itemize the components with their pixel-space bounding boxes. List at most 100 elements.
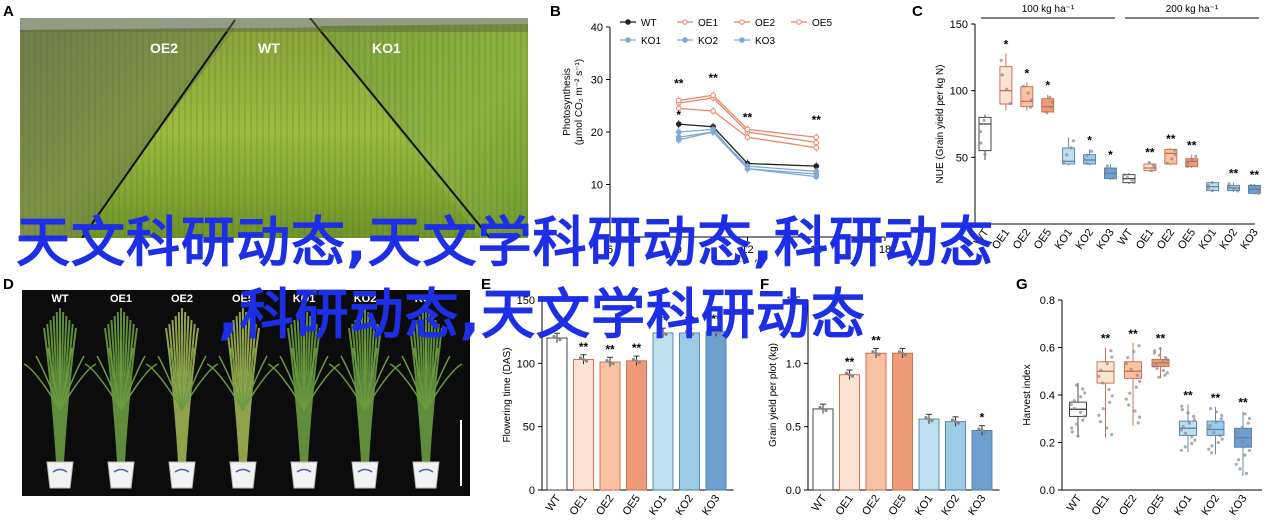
data-point: [1048, 95, 1052, 99]
x-tick-label: 15: [810, 244, 822, 256]
data-point: [1249, 183, 1253, 187]
x-tick-label-oe1: OE1: [568, 493, 590, 518]
point-oe5: [675, 105, 682, 112]
sig-mark: **: [1187, 139, 1197, 153]
data-point: [1136, 421, 1140, 425]
data-point: [1098, 420, 1103, 424]
data-point: [684, 329, 689, 334]
plot-label-ko1: KO1: [372, 40, 401, 56]
data-point: [1137, 415, 1142, 419]
box-wt: [978, 116, 992, 152]
legend-marker: [739, 19, 745, 25]
data-point: [1083, 414, 1087, 418]
y-tick-label: 0.0: [1040, 485, 1055, 497]
plant-ko2: [328, 308, 402, 463]
pot-pattern: [235, 468, 251, 473]
panel-label-f: F: [760, 276, 770, 293]
data-point: [637, 360, 642, 364]
data-point: [1194, 154, 1198, 158]
data-point: [1183, 431, 1188, 435]
data-point: [1129, 367, 1133, 372]
data-point: [1101, 407, 1105, 411]
data-point: [1170, 157, 1174, 161]
y-tick-label: 1.5: [786, 295, 801, 307]
x-tick-label-oe2: OE2: [1011, 227, 1033, 252]
plant-oe2: [145, 308, 219, 463]
data-point: [1135, 373, 1139, 378]
sig-mark: **: [708, 71, 718, 85]
data-point: [1212, 430, 1216, 434]
data-point: [1097, 413, 1101, 417]
series-line-ko1: [678, 131, 817, 175]
point-oe2: [710, 92, 716, 99]
pot-wt: [46, 461, 74, 489]
box-ko1: [1062, 147, 1076, 165]
box-oe1: [999, 66, 1013, 105]
data-point: [1179, 428, 1183, 432]
data-point: [1208, 406, 1213, 411]
x-tick-label-ko3: KO3: [1238, 227, 1260, 252]
x-tick-label-oe1: OE1: [1134, 227, 1156, 252]
point-oe5: [744, 134, 751, 141]
data-point: [661, 331, 665, 335]
data-point: [687, 331, 692, 335]
data-point: [1089, 149, 1094, 153]
x-tick-label-wt: WT: [810, 493, 830, 514]
data-point: [1138, 379, 1142, 383]
sig-mark: *: [1045, 79, 1050, 93]
series-line-oe1: [678, 97, 817, 144]
data-point: [605, 358, 609, 363]
pot-oe5: [229, 461, 257, 489]
data-point: [1206, 183, 1210, 187]
x-tick-label-ko3: KO3: [1094, 227, 1116, 252]
y-tick-label: 0.6: [1040, 343, 1055, 355]
data-point: [824, 408, 828, 413]
y-tick-label: 10: [591, 180, 603, 192]
plants-photo: WT OE1 OE2 OE5 KO1 KO2 KO3: [22, 290, 470, 496]
data-point: [1069, 146, 1073, 150]
data-point: [1128, 391, 1132, 395]
plants-svg: [23, 308, 463, 489]
y-tick-label: 100: [517, 358, 535, 370]
point-ko3: [675, 129, 682, 135]
plant-label-wt: WT: [51, 293, 69, 305]
legend-marker: [739, 37, 745, 43]
data-point: [1157, 375, 1161, 379]
data-point: [1209, 451, 1214, 455]
data-point: [1155, 366, 1159, 371]
legend-marker: [682, 19, 688, 25]
panel-label-a: A: [3, 3, 14, 20]
data-point: [871, 350, 875, 354]
x-tick-label-ko3: KO3: [1227, 493, 1249, 518]
x-tick-label-wt: WT: [544, 493, 564, 514]
data-point: [1122, 173, 1126, 177]
data-point: [877, 353, 881, 357]
plot-label-oe2: OE2: [150, 40, 179, 56]
x-tick-label-oe5: OE5: [887, 493, 909, 518]
data-point: [1183, 445, 1187, 449]
y-axis-label: Harvest index: [1022, 364, 1033, 425]
y-tick-label: 50: [956, 152, 968, 164]
x-tick-label-oe5: OE5: [1032, 227, 1054, 252]
plant-ko1: [267, 308, 341, 463]
watermark-line-2: ,科研动态,天文学科研动态: [218, 283, 867, 346]
data-point: [1132, 350, 1136, 354]
pot-pattern: [357, 468, 373, 473]
bar-wt: [812, 408, 834, 491]
plant-label-oe1: OE1: [109, 293, 132, 305]
data-point: [1022, 84, 1026, 88]
data-point: [608, 360, 612, 364]
data-point: [1097, 374, 1101, 379]
x-tick-label-ko1: KO1: [913, 493, 935, 518]
bar-ko2: [945, 421, 966, 491]
data-point: [1158, 347, 1162, 351]
data-point: [1008, 101, 1012, 106]
y-tick-label: 0.0: [786, 485, 801, 497]
data-point: [1029, 98, 1034, 102]
data-point: [1180, 404, 1184, 408]
data-point: [711, 328, 715, 332]
data-point: [1240, 439, 1245, 443]
data-point: [1186, 161, 1190, 165]
data-point: [1081, 418, 1085, 422]
pot-pattern: [52, 468, 68, 473]
